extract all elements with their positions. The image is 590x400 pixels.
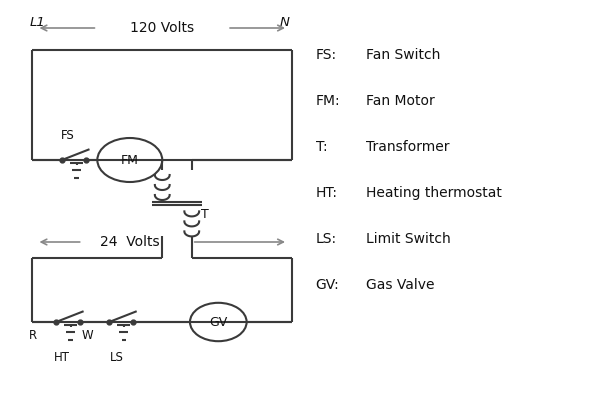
Text: FM: FM [121, 154, 139, 166]
Text: L1: L1 [30, 16, 45, 29]
Text: Transformer: Transformer [366, 140, 450, 154]
Text: FS: FS [61, 129, 75, 142]
Text: FM:: FM: [316, 94, 340, 108]
Text: GV:: GV: [316, 278, 339, 292]
Text: 120 Volts: 120 Volts [130, 21, 194, 35]
Text: Limit Switch: Limit Switch [366, 232, 451, 246]
Text: 24  Volts: 24 Volts [100, 235, 160, 249]
Text: T: T [201, 208, 208, 220]
Text: Fan Switch: Fan Switch [366, 48, 440, 62]
Text: Gas Valve: Gas Valve [366, 278, 434, 292]
Text: N: N [279, 16, 289, 29]
Text: W: W [81, 329, 93, 342]
Text: Heating thermostat: Heating thermostat [366, 186, 502, 200]
Text: HT: HT [54, 351, 70, 364]
Text: R: R [28, 329, 37, 342]
Text: FS:: FS: [316, 48, 337, 62]
Text: LS: LS [110, 351, 124, 364]
Text: GV: GV [209, 316, 227, 328]
Text: Fan Motor: Fan Motor [366, 94, 435, 108]
Text: LS:: LS: [316, 232, 337, 246]
Text: HT:: HT: [316, 186, 337, 200]
Text: T:: T: [316, 140, 327, 154]
